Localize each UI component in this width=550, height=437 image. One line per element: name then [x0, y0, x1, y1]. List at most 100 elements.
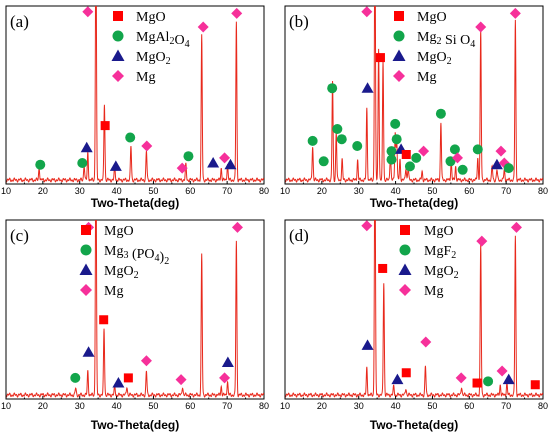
circle-marker	[183, 151, 194, 162]
legend-circle-icon	[393, 30, 405, 42]
circle-marker	[391, 134, 402, 145]
diamond-marker	[231, 7, 243, 19]
circle-marker	[327, 83, 338, 94]
square-marker	[472, 378, 482, 388]
panel-b: 10 20 30 40 50 60 70 80 Two-Theta(deg) (b) MgO Mg2 …	[280, 5, 548, 210]
diamond-marker	[176, 162, 188, 174]
x-tick-label: 40	[112, 186, 122, 196]
legend-circle-icon	[112, 30, 124, 42]
x-tick-label: 10	[1, 186, 11, 196]
legend-label: Mg2 Si O4	[417, 30, 475, 50]
panel-label: (b)	[289, 12, 309, 31]
circle-marker	[70, 372, 81, 383]
x-tick-label: 70	[501, 186, 511, 196]
legend-label: MgO2	[104, 264, 139, 281]
circle-marker	[457, 164, 468, 175]
x-tick-label: 20	[38, 401, 48, 411]
square-marker	[99, 315, 109, 325]
panel-c: 10 20 30 40 50 60 70 80 Two-Theta(deg) (c) MgO Mg3 …	[1, 219, 269, 432]
circle-marker	[77, 158, 88, 168]
x-tick-label: 20	[317, 186, 327, 196]
square-marker	[378, 263, 388, 273]
diamond-marker	[495, 145, 507, 157]
legend-label: MgO2	[424, 264, 459, 281]
x-tick-label: 50	[427, 401, 437, 411]
triangle-marker	[361, 82, 374, 93]
legend-label: MgAl2O4	[136, 30, 190, 50]
x-tick-label: 30	[354, 401, 364, 411]
triangle-marker	[207, 157, 220, 168]
diamond-marker	[475, 21, 487, 33]
x-tick-label: 30	[75, 186, 85, 196]
x-tick-label: 30	[354, 186, 364, 196]
panel-a: 10 20 30 40 50 60 70 80 Two-Theta(deg) (a) MgO MgAl…	[1, 5, 269, 210]
x-axis-label: Two-Theta(deg)	[370, 418, 458, 432]
triangle-marker	[224, 158, 237, 170]
diamond-marker	[496, 365, 508, 377]
legend-label: MgO	[424, 224, 454, 239]
x-tick-label: 80	[538, 401, 548, 411]
legend-square-icon	[394, 11, 404, 21]
legend-label: Mg	[104, 284, 123, 299]
panel-label: (d)	[289, 226, 309, 245]
legend: MgO MgF2 MgO2 Mg	[398, 224, 459, 299]
legend-label: Mg	[424, 284, 443, 299]
triangle-marker	[112, 377, 125, 388]
square-marker	[123, 373, 133, 383]
legend-circle-icon	[80, 244, 92, 256]
x-axis-label: Two-Theta(deg)	[91, 196, 179, 210]
legend-label: Mg3 (PO4)2	[104, 244, 169, 267]
circle-marker	[449, 144, 460, 155]
triangle-marker	[361, 339, 374, 350]
circle-marker	[352, 141, 363, 151]
diamond-marker	[175, 374, 187, 386]
x-tick-label: 60	[185, 401, 195, 411]
circle-marker	[35, 159, 46, 170]
x-tick-label: 20	[38, 186, 48, 196]
legend-triangle-icon	[79, 263, 93, 275]
diamond-marker	[82, 6, 94, 18]
legend-square-icon	[113, 11, 123, 21]
x-tick-label: 10	[280, 186, 290, 196]
circle-marker	[390, 118, 401, 129]
circle-marker	[404, 161, 415, 172]
x-tick-label: 80	[538, 186, 548, 196]
x-tick-label: 60	[185, 186, 195, 196]
triangle-marker	[502, 373, 515, 385]
triangle-marker	[109, 160, 122, 171]
legend-triangle-icon	[111, 49, 125, 61]
circle-marker	[483, 376, 494, 387]
circle-marker	[307, 135, 318, 146]
x-axis-label: Two-Theta(deg)	[91, 418, 179, 432]
x-tick-label: 50	[148, 186, 158, 196]
legend-label: Mg	[417, 70, 436, 85]
xrd-trace	[285, 6, 543, 183]
xrd-trace	[285, 220, 543, 398]
legend-diamond-icon	[112, 70, 124, 82]
diamond-marker	[510, 221, 522, 233]
legend-label: Mg	[136, 70, 155, 85]
x-tick-label: 60	[464, 401, 474, 411]
diamond-marker	[420, 336, 432, 348]
diamond-marker	[219, 372, 231, 384]
diamond-marker	[455, 372, 467, 384]
diamond-marker	[219, 152, 231, 164]
legend-triangle-icon	[398, 263, 412, 275]
circle-marker	[435, 108, 446, 119]
legend-diamond-icon	[399, 284, 411, 296]
square-marker	[375, 53, 385, 63]
diamond-marker	[140, 355, 152, 367]
legend-label: MgF2	[424, 244, 456, 261]
diamond-marker	[197, 21, 209, 33]
x-tick-label: 50	[148, 401, 158, 411]
x-tick-label: 40	[112, 401, 122, 411]
panel-label: (c)	[10, 226, 29, 245]
diamond-marker	[451, 152, 463, 164]
legend-label: MgO2	[136, 50, 171, 67]
circle-marker	[332, 124, 343, 134]
diamond-marker	[476, 235, 488, 247]
legend-square-icon	[400, 225, 410, 235]
x-axis-label: Two-Theta(deg)	[370, 196, 458, 210]
